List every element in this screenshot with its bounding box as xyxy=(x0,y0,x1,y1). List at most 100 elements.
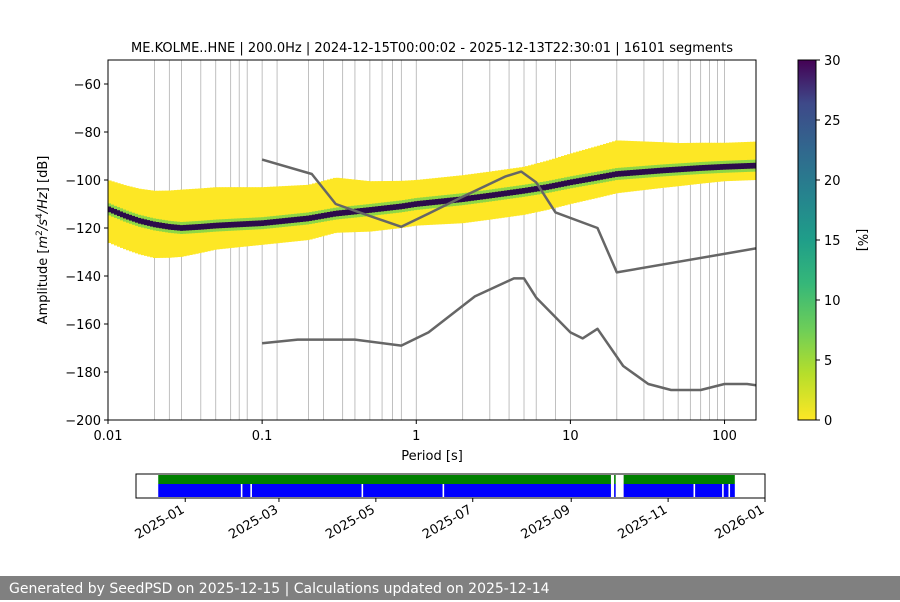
density-peak xyxy=(687,165,691,172)
density-peak xyxy=(717,164,721,170)
density-peak xyxy=(606,172,610,179)
density-peak xyxy=(471,195,475,201)
density-peak xyxy=(162,222,166,229)
density-peak xyxy=(528,187,532,193)
density-peak xyxy=(306,215,310,222)
density-peak xyxy=(561,181,565,187)
density-peak xyxy=(135,216,139,223)
density-peak xyxy=(156,222,160,228)
density-peak xyxy=(255,220,259,227)
density-peak xyxy=(303,215,307,222)
colorbar-ticks: 0 5 10 15 20 25 30 xyxy=(816,54,841,429)
density-peak xyxy=(486,193,490,199)
period-grid xyxy=(153,60,725,420)
density-peak xyxy=(201,223,205,230)
density-column xyxy=(303,185,307,241)
density-column xyxy=(276,186,280,244)
density-peak xyxy=(123,212,127,219)
density-column xyxy=(603,143,607,197)
density-peak xyxy=(132,215,136,222)
density-peak xyxy=(597,174,601,181)
density-peak xyxy=(609,172,613,179)
availability-segment xyxy=(730,484,735,497)
density-peak xyxy=(258,220,262,227)
density-peak xyxy=(591,175,595,182)
density-peak xyxy=(477,194,481,200)
density-column xyxy=(309,184,313,240)
density-peak xyxy=(543,184,547,191)
density-peak xyxy=(447,197,451,204)
density-peak xyxy=(681,166,685,173)
density-peak xyxy=(348,209,352,216)
density-peak xyxy=(705,164,709,171)
timeline-ticks: 2025-01 2025-03 2025-05 2025-07 2025-09 2025-… xyxy=(133,498,767,543)
density-column xyxy=(204,188,208,252)
timeline-frame xyxy=(135,473,766,499)
density-peak xyxy=(495,191,499,198)
density-peak xyxy=(300,216,304,223)
density-column xyxy=(210,187,214,251)
data-availability-timeline: 2025-01 2025-03 2025-05 2025-07 2025-09 2025-… xyxy=(133,473,767,543)
density-peak xyxy=(753,162,756,169)
density-column xyxy=(201,188,205,253)
density-peak xyxy=(351,208,355,215)
density-peak xyxy=(552,182,556,189)
density-column xyxy=(249,187,253,246)
density-peak xyxy=(549,183,553,190)
timeline-tick-label: 2025-11 xyxy=(616,502,671,542)
density-peak xyxy=(423,200,427,207)
density-peak xyxy=(684,166,688,172)
density-peak xyxy=(267,219,271,226)
density-peak xyxy=(564,180,568,187)
psd-plot: 0.01 0.1 1 10 100 −60 −80 −100 −120 −140 −160 −180… xyxy=(35,59,757,464)
density-peak xyxy=(513,189,517,196)
density-peak xyxy=(426,199,430,206)
density-column xyxy=(345,178,349,233)
density-peak xyxy=(171,224,175,230)
density-column xyxy=(312,183,316,239)
density-peak xyxy=(747,163,751,169)
density-peak xyxy=(612,171,616,178)
density-peak xyxy=(150,220,154,227)
density-peak xyxy=(225,222,229,228)
density-peak xyxy=(417,200,421,207)
density-column xyxy=(258,187,262,246)
density-peak xyxy=(186,224,190,231)
density-peak xyxy=(312,214,316,221)
density-peak xyxy=(222,222,226,229)
density-peak xyxy=(462,196,466,202)
density-column xyxy=(327,179,331,235)
y-tick-label: −120 xyxy=(65,222,101,237)
density-peak xyxy=(666,167,670,174)
density-peak xyxy=(735,163,739,170)
density-column xyxy=(600,144,604,197)
density-column xyxy=(261,187,265,245)
density-peak xyxy=(402,203,406,209)
density-column xyxy=(294,185,298,242)
density-column xyxy=(606,143,610,196)
density-peak xyxy=(381,205,385,212)
density-column xyxy=(270,186,274,244)
density-peak xyxy=(264,219,268,226)
density-peak xyxy=(369,207,373,213)
density-peak xyxy=(345,209,349,216)
density-column xyxy=(609,142,613,195)
colorbar-tick-label: 10 xyxy=(824,294,841,309)
density-peak xyxy=(654,168,658,174)
density-peak xyxy=(615,171,619,177)
density-column xyxy=(285,185,289,243)
density-column xyxy=(612,141,616,194)
density-peak xyxy=(699,165,703,171)
density-peak xyxy=(327,211,331,218)
density-peak xyxy=(237,221,241,228)
density-peak xyxy=(435,199,439,205)
density-peak xyxy=(198,224,202,230)
density-column xyxy=(306,184,310,241)
density-column xyxy=(243,187,247,247)
density-peak xyxy=(729,163,733,170)
density-peak xyxy=(231,221,235,228)
density-peak xyxy=(444,198,448,204)
density-peak xyxy=(174,224,178,231)
density-peak xyxy=(540,185,544,191)
density-peak xyxy=(414,201,418,208)
